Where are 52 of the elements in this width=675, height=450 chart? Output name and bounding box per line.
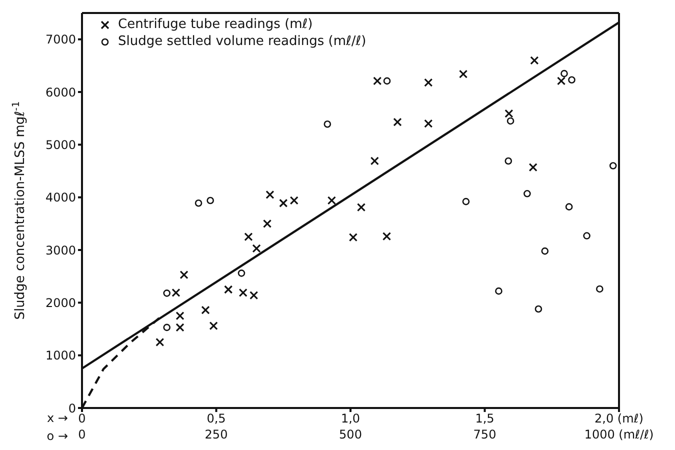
x-tick-label: 2,0 (mℓ) bbox=[594, 412, 644, 426]
point bbox=[458, 70, 468, 78]
point bbox=[356, 203, 366, 212]
point bbox=[156, 338, 164, 346]
point bbox=[530, 56, 539, 65]
point bbox=[201, 306, 210, 314]
point bbox=[504, 109, 514, 118]
x2-axis-title: o → bbox=[46, 429, 68, 443]
point bbox=[424, 119, 433, 128]
x-tick-label: 0,5 bbox=[206, 412, 226, 426]
legend-label: Centrifuge tube readings (mℓ) bbox=[118, 16, 313, 33]
x-tick-label: 1,5 bbox=[475, 412, 494, 426]
point bbox=[370, 156, 379, 166]
x2-tick-label: 500 bbox=[339, 428, 362, 442]
point bbox=[209, 322, 218, 330]
x-axis-title: x → bbox=[47, 411, 68, 425]
legend-label: Sludge settled volume readings (mℓ/ℓ) bbox=[118, 33, 366, 50]
point bbox=[348, 233, 358, 242]
point bbox=[279, 198, 288, 208]
point bbox=[262, 219, 272, 228]
point bbox=[238, 288, 248, 297]
point bbox=[250, 290, 258, 300]
point bbox=[373, 76, 382, 86]
point bbox=[327, 196, 336, 205]
point bbox=[172, 288, 180, 297]
point bbox=[252, 244, 261, 253]
point bbox=[424, 78, 433, 87]
point bbox=[176, 312, 184, 320]
y-tick-label: 4000 bbox=[45, 190, 76, 205]
point bbox=[176, 323, 184, 332]
x-tick-label: 0 bbox=[78, 412, 86, 426]
point bbox=[393, 118, 402, 126]
x2-tick-label: 250 bbox=[204, 428, 228, 442]
x-tick-label: 1,0 bbox=[340, 412, 360, 426]
point bbox=[556, 76, 566, 86]
y-tick-label: 7000 bbox=[45, 32, 76, 47]
x2-tick-label: 0 bbox=[78, 428, 86, 442]
point bbox=[224, 285, 233, 294]
y-tick-label: 6000 bbox=[45, 85, 76, 100]
y-tick-label: 1000 bbox=[45, 348, 76, 363]
point bbox=[528, 163, 538, 172]
point bbox=[244, 232, 253, 242]
y-tick-label: 5000 bbox=[45, 138, 76, 152]
y-tick-label: 2000 bbox=[45, 296, 76, 310]
point bbox=[382, 232, 392, 241]
x2-tick-label: 1000 (mℓ/ℓ) bbox=[584, 428, 654, 442]
y-tick-label: 3000 bbox=[45, 243, 76, 258]
point bbox=[266, 190, 274, 199]
y-tick-label: 0 bbox=[68, 401, 76, 416]
x2-tick-label: 750 bbox=[473, 428, 496, 442]
point bbox=[180, 270, 188, 280]
point bbox=[290, 196, 298, 205]
